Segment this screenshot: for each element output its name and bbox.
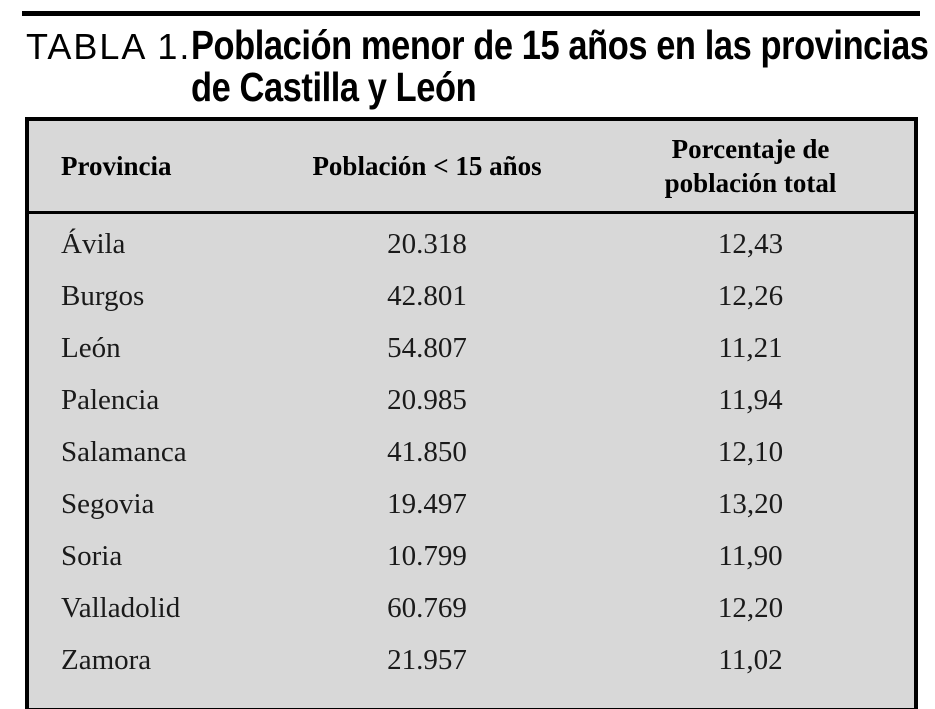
cell-provincia: Soria	[61, 539, 123, 572]
cell-poblacion: 41.850	[387, 435, 467, 468]
table-header: Provincia Población < 15 años Porcentaje…	[27, 119, 916, 214]
cell-provincia: Ávila	[61, 227, 126, 260]
table-row: Palencia 20.985 11,94	[27, 374, 916, 426]
table-row: Ávila 20.318 12,43	[27, 213, 916, 271]
caption-title-line-2: de Castilla y León	[191, 64, 477, 110]
cell-poblacion: 20.985	[387, 383, 467, 416]
cell-poblacion: 19.497	[387, 487, 467, 520]
table-row: Zamora 21.957 11,02	[27, 634, 916, 709]
column-header-poblacion: Población < 15 años	[267, 119, 588, 214]
cell-poblacion: 21.957	[387, 643, 467, 676]
column-header-provincia: Provincia	[27, 119, 268, 214]
cell-poblacion: 10.799	[387, 539, 467, 572]
table-caption-title: Población menor de 15 años en las provin…	[191, 24, 929, 108]
column-header-porcentaje-line-1: Porcentaje de	[671, 134, 830, 164]
cell-porcentaje: 11,90	[718, 539, 783, 572]
table-row: León 54.807 11,21	[27, 322, 916, 374]
cell-provincia: Palencia	[61, 383, 160, 416]
cell-poblacion: 60.769	[387, 591, 467, 624]
cell-porcentaje: 11,21	[718, 331, 783, 364]
table-body: Ávila 20.318 12,43 Burgos 42.801 12,26 L…	[27, 213, 916, 709]
table-row: Valladolid 60.769 12,20	[27, 582, 916, 634]
table-row: Segovia 19.497 13,20	[27, 478, 916, 530]
cell-provincia: Zamora	[61, 643, 152, 676]
cell-provincia: Valladolid	[61, 591, 181, 624]
cell-porcentaje: 12,43	[717, 227, 784, 260]
cell-porcentaje: 13,20	[717, 487, 784, 520]
cell-provincia: León	[61, 331, 121, 364]
cell-porcentaje: 11,94	[718, 383, 783, 416]
cell-provincia: Salamanca	[61, 435, 187, 468]
caption-top-rule	[22, 11, 920, 16]
cell-provincia: Segovia	[61, 487, 155, 520]
cell-provincia: Burgos	[61, 279, 145, 312]
cell-poblacion: 54.807	[387, 331, 467, 364]
header-row: Provincia Población < 15 años Porcentaje…	[27, 119, 916, 214]
population-table: Provincia Población < 15 años Porcentaje…	[25, 117, 918, 709]
table-row: Soria 10.799 11,90	[27, 530, 916, 582]
table-row: Salamanca 41.850 12,10	[27, 426, 916, 478]
cell-porcentaje: 12,26	[717, 279, 784, 312]
caption-title-line-1: Población menor de 15 años en las provin…	[191, 22, 929, 68]
cell-porcentaje: 12,20	[717, 591, 784, 624]
column-header-porcentaje-line-2: población total	[664, 168, 837, 198]
column-header-porcentaje: Porcentaje de población total	[587, 119, 916, 214]
cell-porcentaje: 12,10	[717, 435, 784, 468]
cell-poblacion: 20.318	[387, 227, 467, 260]
table-caption: TABLA 1. Población menor de 15 años en l…	[26, 24, 929, 108]
cell-poblacion: 42.801	[387, 279, 467, 312]
table-row: Burgos 42.801 12,26	[27, 270, 916, 322]
cell-porcentaje: 11,02	[718, 643, 783, 676]
table-caption-label: TABLA 1.	[26, 26, 192, 67]
